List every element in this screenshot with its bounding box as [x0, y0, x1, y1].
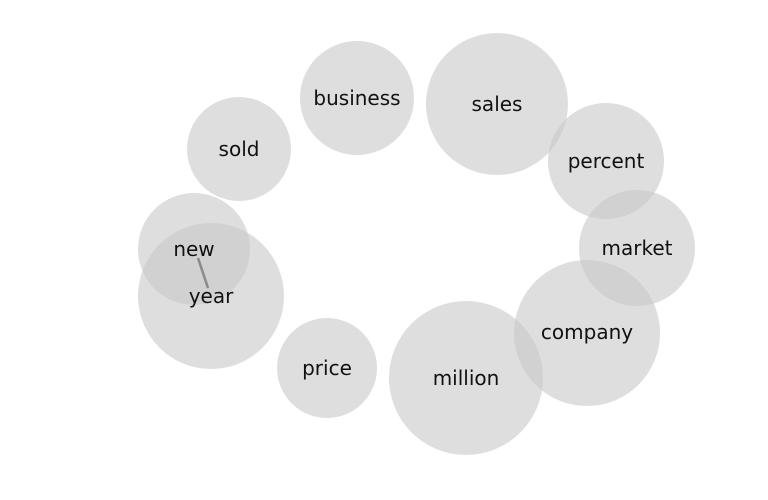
- label-sales: sales: [472, 92, 523, 116]
- label-price: price: [302, 356, 352, 380]
- bubble-layer: [138, 33, 695, 455]
- label-new: new: [173, 237, 214, 261]
- bubble-million: [389, 301, 543, 455]
- label-year: year: [189, 284, 234, 308]
- bubble-price: [277, 318, 377, 418]
- label-business: business: [313, 86, 400, 110]
- bubble-sold: [187, 97, 291, 201]
- label-sold: sold: [219, 137, 260, 161]
- bubble-company: [514, 260, 660, 406]
- label-layer: business sales sold percent market new y…: [173, 86, 672, 390]
- connector-new-year: [196, 257, 210, 289]
- bubble-percent: [548, 103, 664, 219]
- bubble-business: [300, 41, 414, 155]
- bubble-sales: [426, 33, 568, 175]
- bubble-year: [138, 223, 284, 369]
- label-market: market: [602, 236, 673, 260]
- label-company: company: [541, 320, 633, 344]
- label-million: million: [433, 366, 500, 390]
- label-percent: percent: [568, 149, 645, 173]
